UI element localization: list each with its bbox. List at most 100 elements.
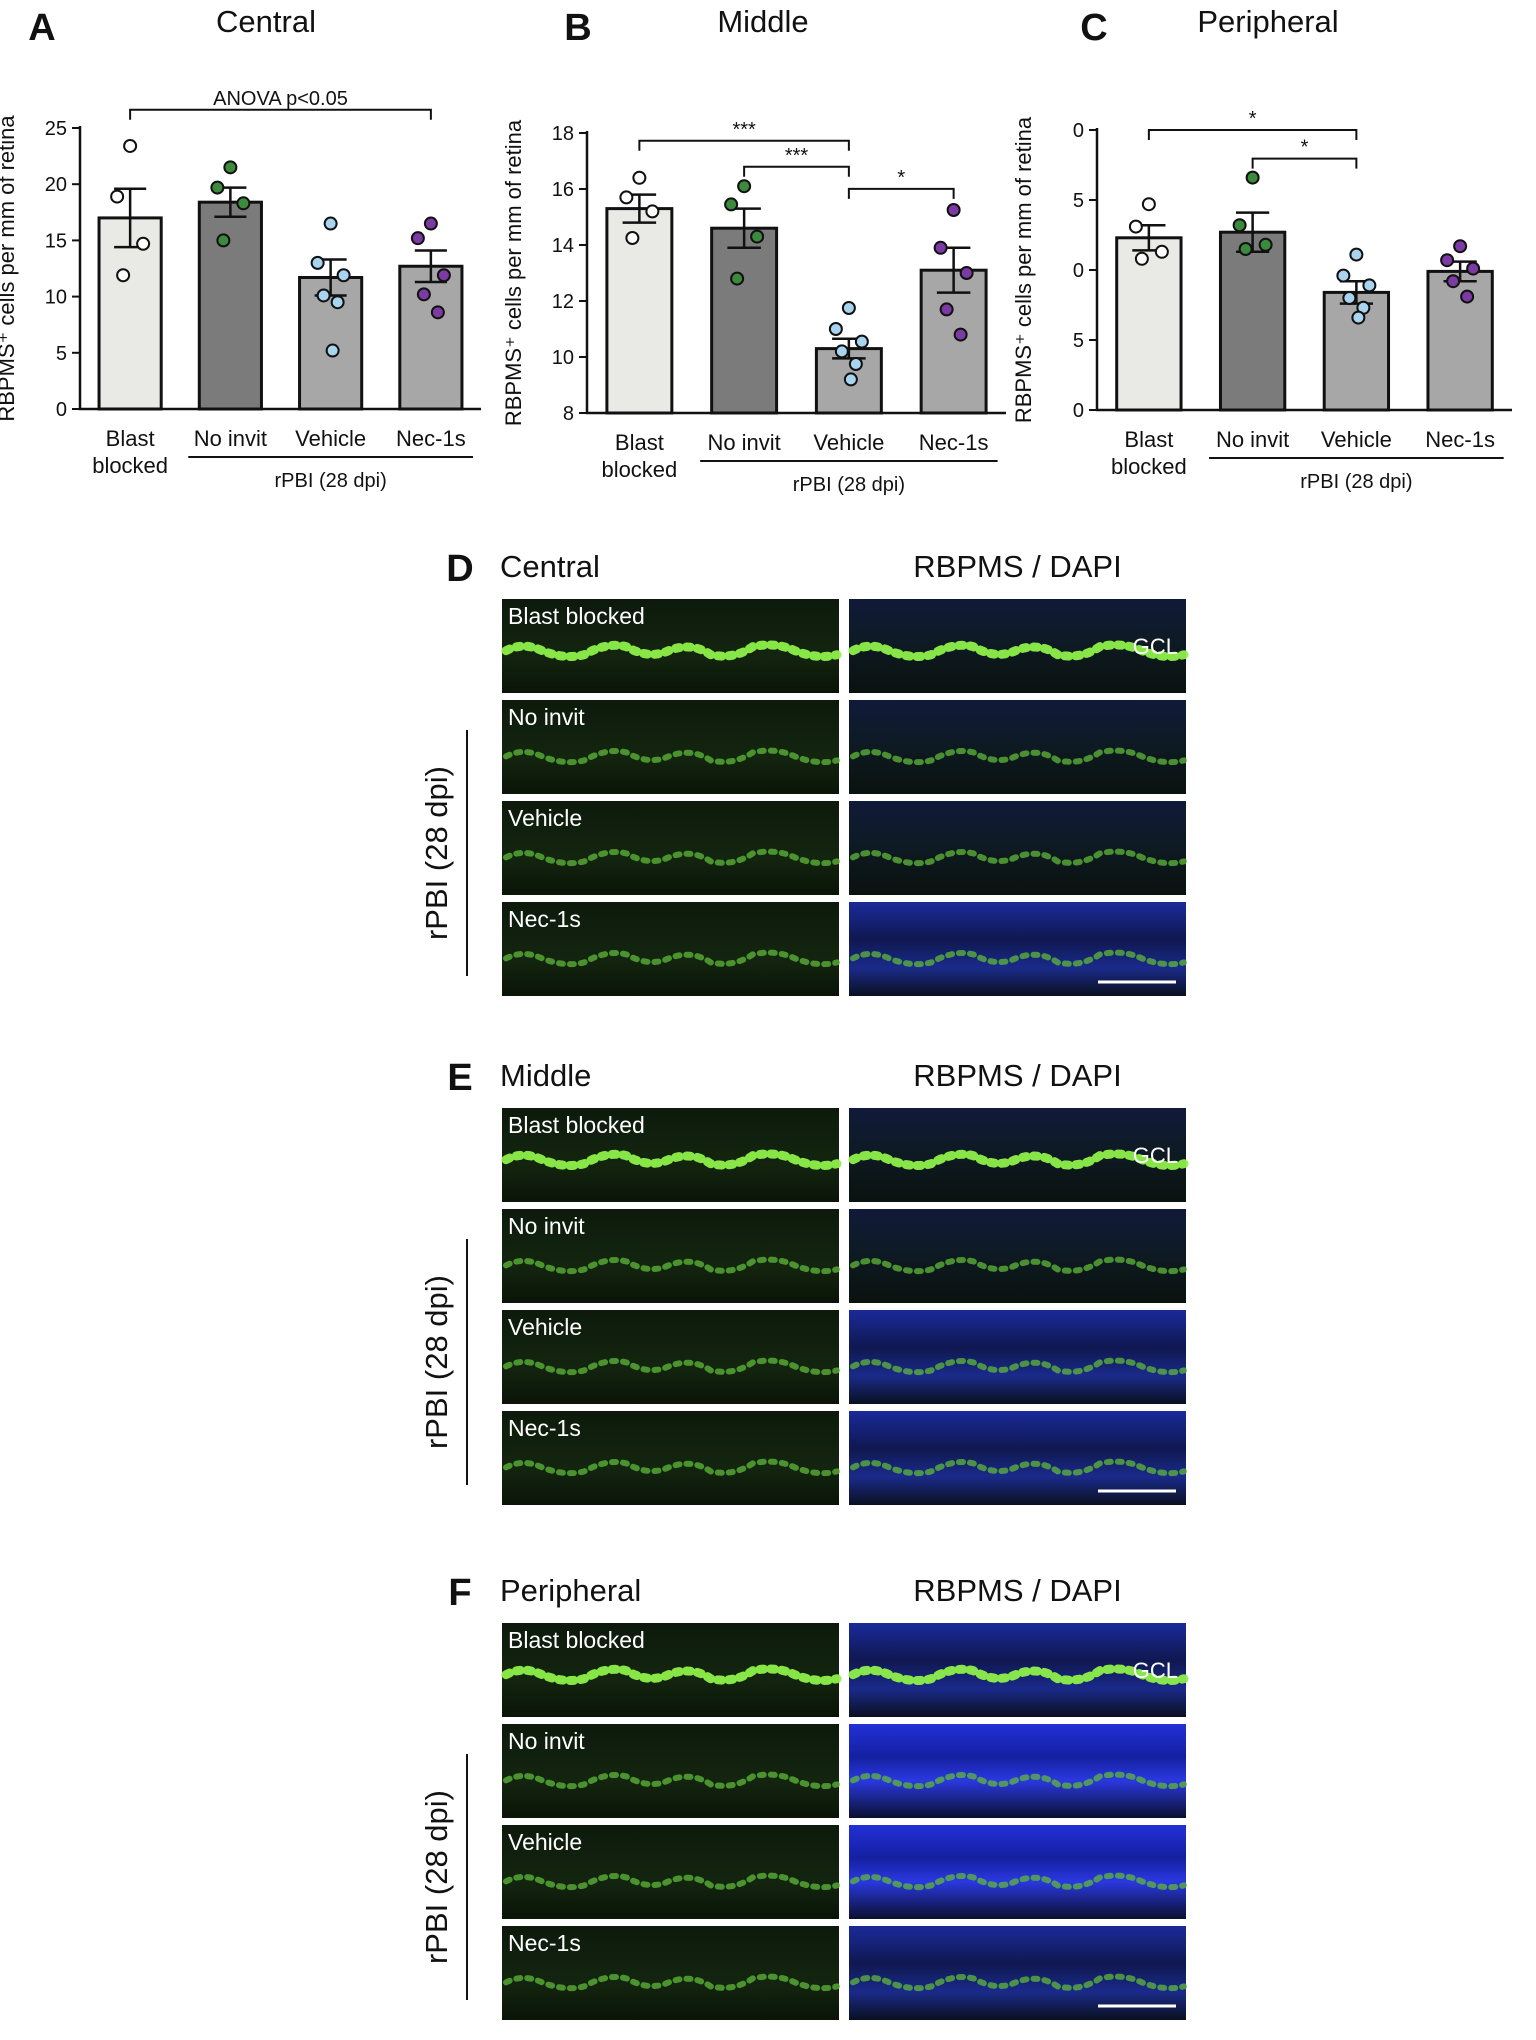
data-point	[848, 357, 863, 371]
data-point	[1238, 242, 1253, 256]
data-point	[216, 233, 231, 248]
data-point	[223, 160, 238, 175]
bar	[197, 200, 263, 411]
cell-layer	[503, 949, 840, 968]
micrograph	[502, 1724, 839, 1818]
y-axis-label: RBPMS⁺ cells per mm of retina	[1011, 116, 1036, 423]
data-point	[828, 322, 843, 336]
chart-title: Middle	[717, 4, 808, 39]
panel-letter: A	[28, 7, 55, 49]
significance-bracket	[743, 165, 850, 177]
bar	[298, 275, 364, 411]
cell-layer	[501, 640, 842, 661]
x-tick-label: Nec-1s	[1425, 427, 1495, 452]
row-label: Nec-1s	[508, 1930, 581, 1956]
row-label: Blast blocked	[508, 1112, 645, 1138]
significance-label: ***	[785, 145, 809, 167]
data-point	[841, 301, 856, 315]
row-label: No invit	[508, 704, 585, 730]
group-label: rPBI (28 dpi)	[1300, 471, 1412, 493]
cell-layer	[503, 848, 840, 867]
layer-annotation: GCL	[1133, 634, 1178, 659]
cell-layer	[850, 848, 1187, 867]
x-tick-label: Nec-1s	[918, 430, 989, 455]
row-label: No invit	[508, 1728, 585, 1754]
panel-title: Middle	[500, 1058, 591, 1093]
cell-layer	[850, 747, 1187, 766]
data-point	[1440, 253, 1455, 268]
cell-layer	[850, 1458, 1187, 1477]
row-label: Blast blocked	[508, 1627, 645, 1653]
panel-letter: D	[446, 548, 473, 590]
micrograph	[849, 1724, 1186, 1818]
significance-label: ANOVA p<0.05	[213, 88, 348, 110]
y-tick-label: 15	[45, 230, 67, 252]
y-tick-label: 10	[45, 287, 67, 309]
data-point	[730, 271, 745, 286]
chart-title: Peripheral	[1197, 4, 1338, 39]
data-point	[619, 190, 634, 205]
panel-title: Peripheral	[500, 1573, 641, 1608]
significance-label: *	[1301, 137, 1309, 159]
data-point	[430, 305, 445, 320]
data-point	[1336, 268, 1351, 283]
data-point	[123, 138, 138, 153]
data-point	[959, 266, 974, 280]
data-point	[724, 197, 739, 212]
significance-bracket	[638, 139, 850, 151]
data-point	[323, 216, 338, 231]
significance-label: *	[1249, 108, 1257, 130]
y-tick-label: 5	[1073, 190, 1084, 212]
micrograph	[849, 700, 1186, 794]
data-point	[834, 344, 849, 359]
significance-bracket	[1147, 129, 1358, 140]
cell-layer	[848, 1149, 1189, 1170]
y-tick-label: 0	[1073, 260, 1084, 282]
y-tick-label: 5	[1073, 330, 1084, 352]
bar	[1115, 236, 1183, 412]
row-label: Nec-1s	[508, 906, 581, 932]
bar	[1322, 290, 1391, 412]
chart-title: Central	[216, 4, 316, 39]
micrograph	[849, 1310, 1186, 1404]
data-point	[1342, 291, 1357, 305]
data-point	[1460, 289, 1475, 304]
x-tick-label: Vehicle	[295, 426, 367, 451]
cell-layer	[850, 1973, 1187, 1992]
x-tick-label: Nec-1s	[396, 426, 466, 451]
row-label: Vehicle	[508, 805, 582, 831]
significance-bracket	[847, 187, 955, 199]
data-point	[325, 343, 340, 358]
data-point	[625, 231, 640, 245]
cell-layer	[503, 1357, 840, 1376]
data-point	[310, 255, 325, 270]
stain-label: RBPMS / DAPI	[913, 1573, 1121, 1608]
cell-layer	[850, 1256, 1187, 1275]
data-point	[336, 268, 351, 283]
micrograph	[502, 1825, 839, 1919]
y-tick-label: 14	[552, 235, 574, 257]
significance-bracket	[1251, 157, 1358, 169]
axes	[1095, 128, 1512, 412]
cell-layer	[850, 949, 1187, 968]
data-point	[1141, 197, 1156, 212]
data-point	[854, 334, 869, 349]
data-point	[116, 268, 131, 283]
x-tick-label: Blast blocked	[92, 426, 169, 478]
panel-letter: F	[448, 1572, 471, 1614]
layer-annotation: GCL	[1133, 1143, 1178, 1168]
data-point	[410, 231, 425, 246]
group-label: rPBI (28 dpi)	[419, 1790, 454, 1964]
data-point	[110, 189, 125, 204]
cell-layer	[501, 1664, 842, 1685]
micrograph	[502, 1209, 839, 1303]
stain-label: RBPMS / DAPI	[913, 1058, 1121, 1093]
data-point	[946, 203, 961, 217]
cell-layer	[503, 1872, 840, 1891]
cell-layer	[503, 747, 840, 766]
row-label: Nec-1s	[508, 1415, 581, 1441]
error-bar	[414, 249, 447, 284]
group-label: rPBI (28 dpi)	[419, 1275, 454, 1449]
data-point	[1362, 278, 1377, 293]
